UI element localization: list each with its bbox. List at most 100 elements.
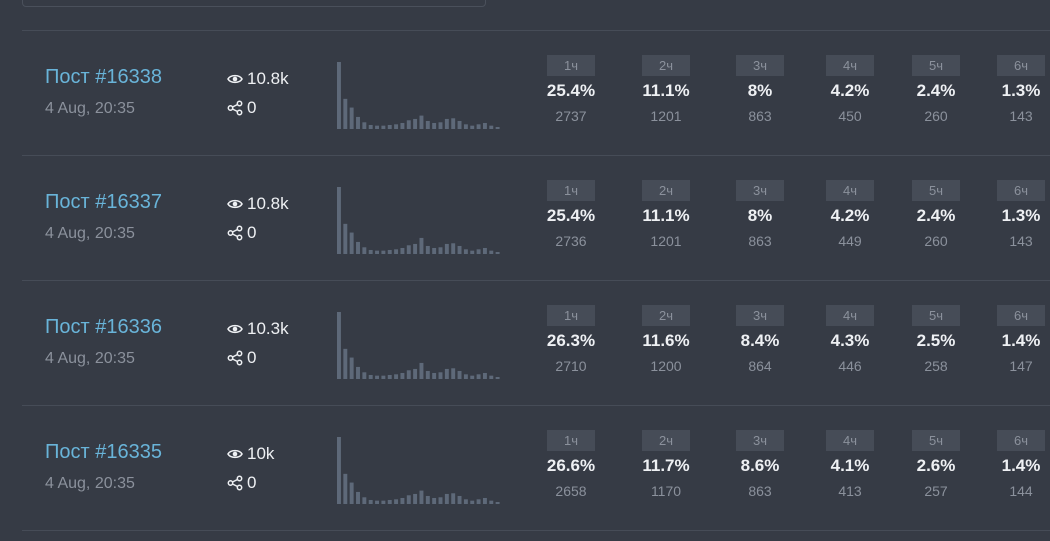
spark-bar <box>375 250 380 254</box>
hour-label: 4ч <box>826 305 874 326</box>
spark-bar <box>425 245 430 254</box>
hour-label: 4ч <box>826 55 874 76</box>
spark-bar <box>413 368 418 379</box>
spark-bar <box>438 247 443 254</box>
spark-bar <box>349 107 354 129</box>
spark-bar <box>495 501 500 504</box>
spark-bar <box>457 370 462 379</box>
eye-icon <box>227 449 243 459</box>
spark-bar <box>419 490 424 504</box>
spark-bar <box>476 374 481 379</box>
post-list: Пост #16338 4 Aug, 20:35 10.8k 0 1ч 25.4%… <box>22 30 1050 531</box>
spark-bar <box>387 374 392 379</box>
spark-bar <box>362 372 367 379</box>
share-icon <box>227 100 243 116</box>
spark-bar <box>444 118 449 129</box>
shares-count: 0 <box>247 98 257 117</box>
spark-bar <box>394 374 399 379</box>
spark-bar <box>463 499 468 504</box>
spark-bar <box>476 249 481 254</box>
hour-stat-2: 2ч 11.6% 1200 <box>631 305 701 374</box>
spark-bar <box>356 491 360 504</box>
spark-bar <box>463 124 468 129</box>
spark-bar <box>438 122 443 129</box>
hour-stat-3: 3ч 8.6% 863 <box>725 430 795 499</box>
eye-icon <box>227 324 243 334</box>
hour-label: 3ч <box>736 305 784 326</box>
hour-label: 5ч <box>912 430 960 451</box>
spark-bar <box>419 115 424 129</box>
hour-label: 6ч <box>997 180 1045 201</box>
spark-bar <box>489 375 494 379</box>
spark-bar <box>482 497 487 504</box>
hour-percent: 2.6% <box>916 456 956 475</box>
post-row: Пост #16336 4 Aug, 20:35 10.3k 0 1ч 26.3%… <box>22 280 1050 405</box>
spark-bar <box>349 482 354 504</box>
hour-views: 257 <box>924 483 948 499</box>
views-sparkline <box>337 62 500 129</box>
hour-percent: 4.2% <box>830 206 870 225</box>
post-date: 4 Aug, 20:35 <box>45 475 135 492</box>
hour-views: 2736 <box>555 233 587 249</box>
post-row: Пост #16337 4 Aug, 20:35 10.8k 0 1ч 25.4%… <box>22 155 1050 280</box>
spark-bar <box>406 245 411 254</box>
post-title-link[interactable]: Пост #16337 <box>45 191 162 213</box>
spark-bar <box>381 250 386 254</box>
shares-metric: 0 <box>227 98 256 118</box>
post-title-link[interactable]: Пост #16338 <box>45 66 162 88</box>
spark-bar <box>451 118 456 129</box>
views-metric: 10.3k <box>227 319 289 339</box>
spark-bar <box>406 120 411 129</box>
hour-stat-5: 5ч 2.5% 258 <box>901 305 971 374</box>
spark-bar <box>463 374 468 379</box>
hour-percent: 1.4% <box>1001 456 1041 475</box>
spark-bar <box>444 243 449 254</box>
spark-bar <box>394 499 399 504</box>
hour-views: 144 <box>1009 483 1033 499</box>
hour-percent: 2.4% <box>916 206 956 225</box>
spark-bar <box>432 247 437 254</box>
spark-bar <box>400 372 405 379</box>
hour-stat-3: 3ч 8% 863 <box>725 180 795 249</box>
hour-label: 2ч <box>642 430 690 451</box>
hour-label: 1ч <box>547 55 595 76</box>
hour-percent: 11.1% <box>642 81 690 100</box>
hour-stat-2: 2ч 11.1% 1201 <box>631 55 701 124</box>
spark-bar <box>375 125 380 129</box>
hour-label: 6ч <box>997 305 1045 326</box>
hour-stat-5: 5ч 2.4% 260 <box>901 55 971 124</box>
post-title-link[interactable]: Пост #16335 <box>45 441 162 463</box>
hour-stat-4: 4ч 4.1% 413 <box>815 430 885 499</box>
spark-bar <box>362 247 367 254</box>
hour-stat-6: 6ч 1.3% 143 <box>986 180 1050 249</box>
eye-icon <box>227 199 243 209</box>
shares-count: 0 <box>247 473 257 492</box>
spark-bar <box>470 375 475 379</box>
spark-bar <box>438 497 443 504</box>
spark-bar <box>400 247 405 254</box>
spark-bar <box>444 368 449 379</box>
spark-bar <box>419 237 424 254</box>
hour-label: 1ч <box>547 430 595 451</box>
hour-views: 1170 <box>650 483 682 499</box>
spark-bar <box>381 500 386 504</box>
spark-bar <box>476 499 481 504</box>
post-date: 4 Aug, 20:35 <box>45 100 135 117</box>
hour-percent: 26.6% <box>546 456 596 475</box>
hour-stat-1: 1ч 26.6% 2658 <box>536 430 606 499</box>
post-date: 4 Aug, 20:35 <box>45 225 135 242</box>
spark-bar <box>413 118 418 129</box>
spark-bar <box>394 249 399 254</box>
post-title-link[interactable]: Пост #16336 <box>45 316 162 338</box>
views-count: 10.3k <box>247 319 289 338</box>
views-metric: 10.8k <box>227 194 289 214</box>
hour-percent: 25.4% <box>546 206 596 225</box>
hour-percent: 25.4% <box>546 81 596 100</box>
hour-label: 5ч <box>912 180 960 201</box>
views-sparkline <box>337 187 500 254</box>
spark-bar <box>400 497 405 504</box>
hour-percent: 4.2% <box>830 81 870 100</box>
hour-percent: 11.1% <box>642 206 690 225</box>
filter-box[interactable] <box>22 0 486 7</box>
hour-label: 2ч <box>642 305 690 326</box>
